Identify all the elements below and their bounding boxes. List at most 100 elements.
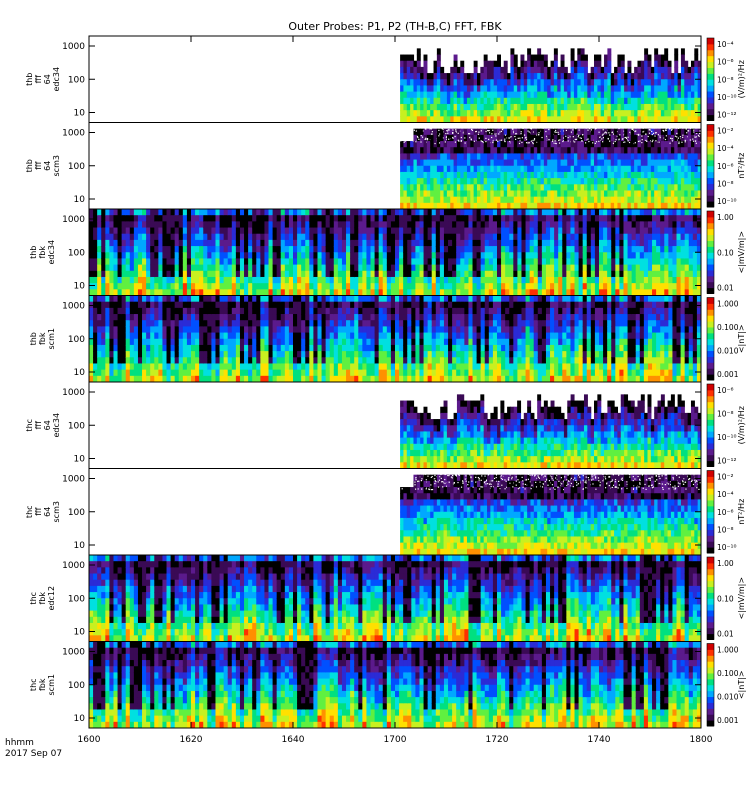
colorbar-segment — [707, 258, 714, 265]
fbk-cell — [150, 227, 155, 235]
fff-cell — [523, 73, 528, 80]
fff-cell — [480, 153, 485, 161]
fff-cell — [604, 85, 608, 93]
fbk-cell — [142, 227, 147, 235]
fbk-cell — [101, 246, 106, 253]
fbk-cell — [603, 209, 608, 216]
fff-cell — [470, 103, 475, 111]
fff-cell — [543, 91, 548, 99]
fbk-cell — [191, 233, 196, 241]
fbk-cell — [97, 246, 102, 253]
fbk-cell — [562, 276, 567, 284]
speckle-dot — [632, 128, 634, 130]
fff-cell — [650, 97, 655, 105]
fff-cell — [483, 159, 488, 167]
fbk-cell — [545, 227, 551, 235]
fbk-cell — [137, 215, 143, 222]
fbk-cell — [199, 270, 204, 278]
fff-cell — [497, 190, 501, 198]
fbk-cell — [386, 239, 392, 247]
fff-cell — [644, 73, 649, 80]
fbk-cell — [227, 252, 233, 260]
fbk-cell — [272, 221, 278, 229]
fff-cell — [440, 171, 445, 179]
fff-cell — [553, 184, 558, 192]
speckle-dot — [536, 134, 538, 136]
fbk-cell — [582, 209, 588, 216]
fbk-cell — [611, 239, 616, 247]
fff-cell — [403, 190, 408, 198]
fbk-cell — [129, 369, 135, 377]
fbk-cell — [89, 351, 94, 358]
fbk-cell — [333, 227, 339, 235]
fff-cell — [410, 97, 415, 105]
fff-cell — [654, 159, 659, 167]
fbk-cell — [660, 270, 665, 278]
fbk-cell — [435, 221, 441, 229]
fbk-cell — [643, 289, 649, 296]
fbk-cell — [509, 215, 514, 222]
fff-cell — [530, 184, 535, 192]
fff-cell — [497, 110, 501, 117]
fff-cell — [550, 73, 555, 80]
fff-cell — [557, 171, 562, 179]
fff-cell — [550, 171, 555, 179]
fff-cell — [520, 184, 525, 192]
fbk-cell — [297, 239, 302, 247]
fff-cell — [416, 141, 421, 148]
fff-cell — [426, 153, 431, 161]
fbk-cell — [223, 289, 229, 296]
fff-cell — [614, 91, 619, 99]
fbk-cell — [513, 209, 518, 216]
fbk-cell — [129, 264, 135, 272]
fff-cell — [493, 184, 498, 192]
fbk-cell — [570, 283, 576, 290]
fbk-cell — [248, 258, 253, 266]
fbk-cell — [688, 276, 694, 284]
colorbar-segment — [707, 211, 714, 218]
fbk-cell — [460, 221, 465, 229]
fff-cell — [477, 184, 481, 192]
fbk-cell — [284, 283, 290, 290]
fff-cell — [423, 159, 428, 167]
fff-cell — [540, 141, 545, 148]
fff-cell — [567, 103, 572, 111]
fbk-cell — [374, 276, 380, 284]
speckle-dot — [457, 132, 459, 134]
fff-cell — [590, 91, 595, 99]
fbk-cell — [603, 270, 608, 278]
fff-cell — [420, 165, 425, 173]
fbk-cell — [101, 227, 106, 235]
fff-cell — [466, 79, 471, 87]
fbk-cell — [337, 227, 343, 235]
speckle-dot — [446, 136, 448, 138]
fff-cell — [647, 190, 652, 198]
fbk-cell — [623, 264, 629, 272]
fff-cell — [573, 202, 578, 209]
fff-cell — [677, 110, 682, 117]
fff-cell — [413, 165, 418, 173]
fff-cell — [533, 91, 538, 99]
fff-cell — [577, 165, 582, 173]
fff-cell — [690, 116, 695, 123]
fff-cell — [523, 153, 528, 161]
fbk-cell — [125, 375, 131, 382]
fff-cell — [403, 54, 408, 62]
fff-cell — [687, 134, 692, 142]
fbk-cell — [427, 258, 433, 266]
fbk-cell — [517, 270, 523, 278]
speckle-dot — [482, 141, 484, 144]
speckle-dot — [566, 126, 568, 128]
fff-cell — [557, 184, 562, 192]
fff-cell — [503, 128, 508, 136]
fff-cell — [520, 73, 525, 80]
fff-cell — [463, 103, 468, 111]
fbk-cell — [358, 276, 363, 284]
fff-cell — [547, 171, 552, 179]
fff-cell — [684, 190, 689, 198]
fbk-cell — [325, 209, 331, 216]
fbk-cell — [146, 227, 151, 235]
fbk-cell — [358, 252, 363, 260]
fff-cell — [607, 48, 612, 56]
fbk-cell — [133, 301, 139, 309]
